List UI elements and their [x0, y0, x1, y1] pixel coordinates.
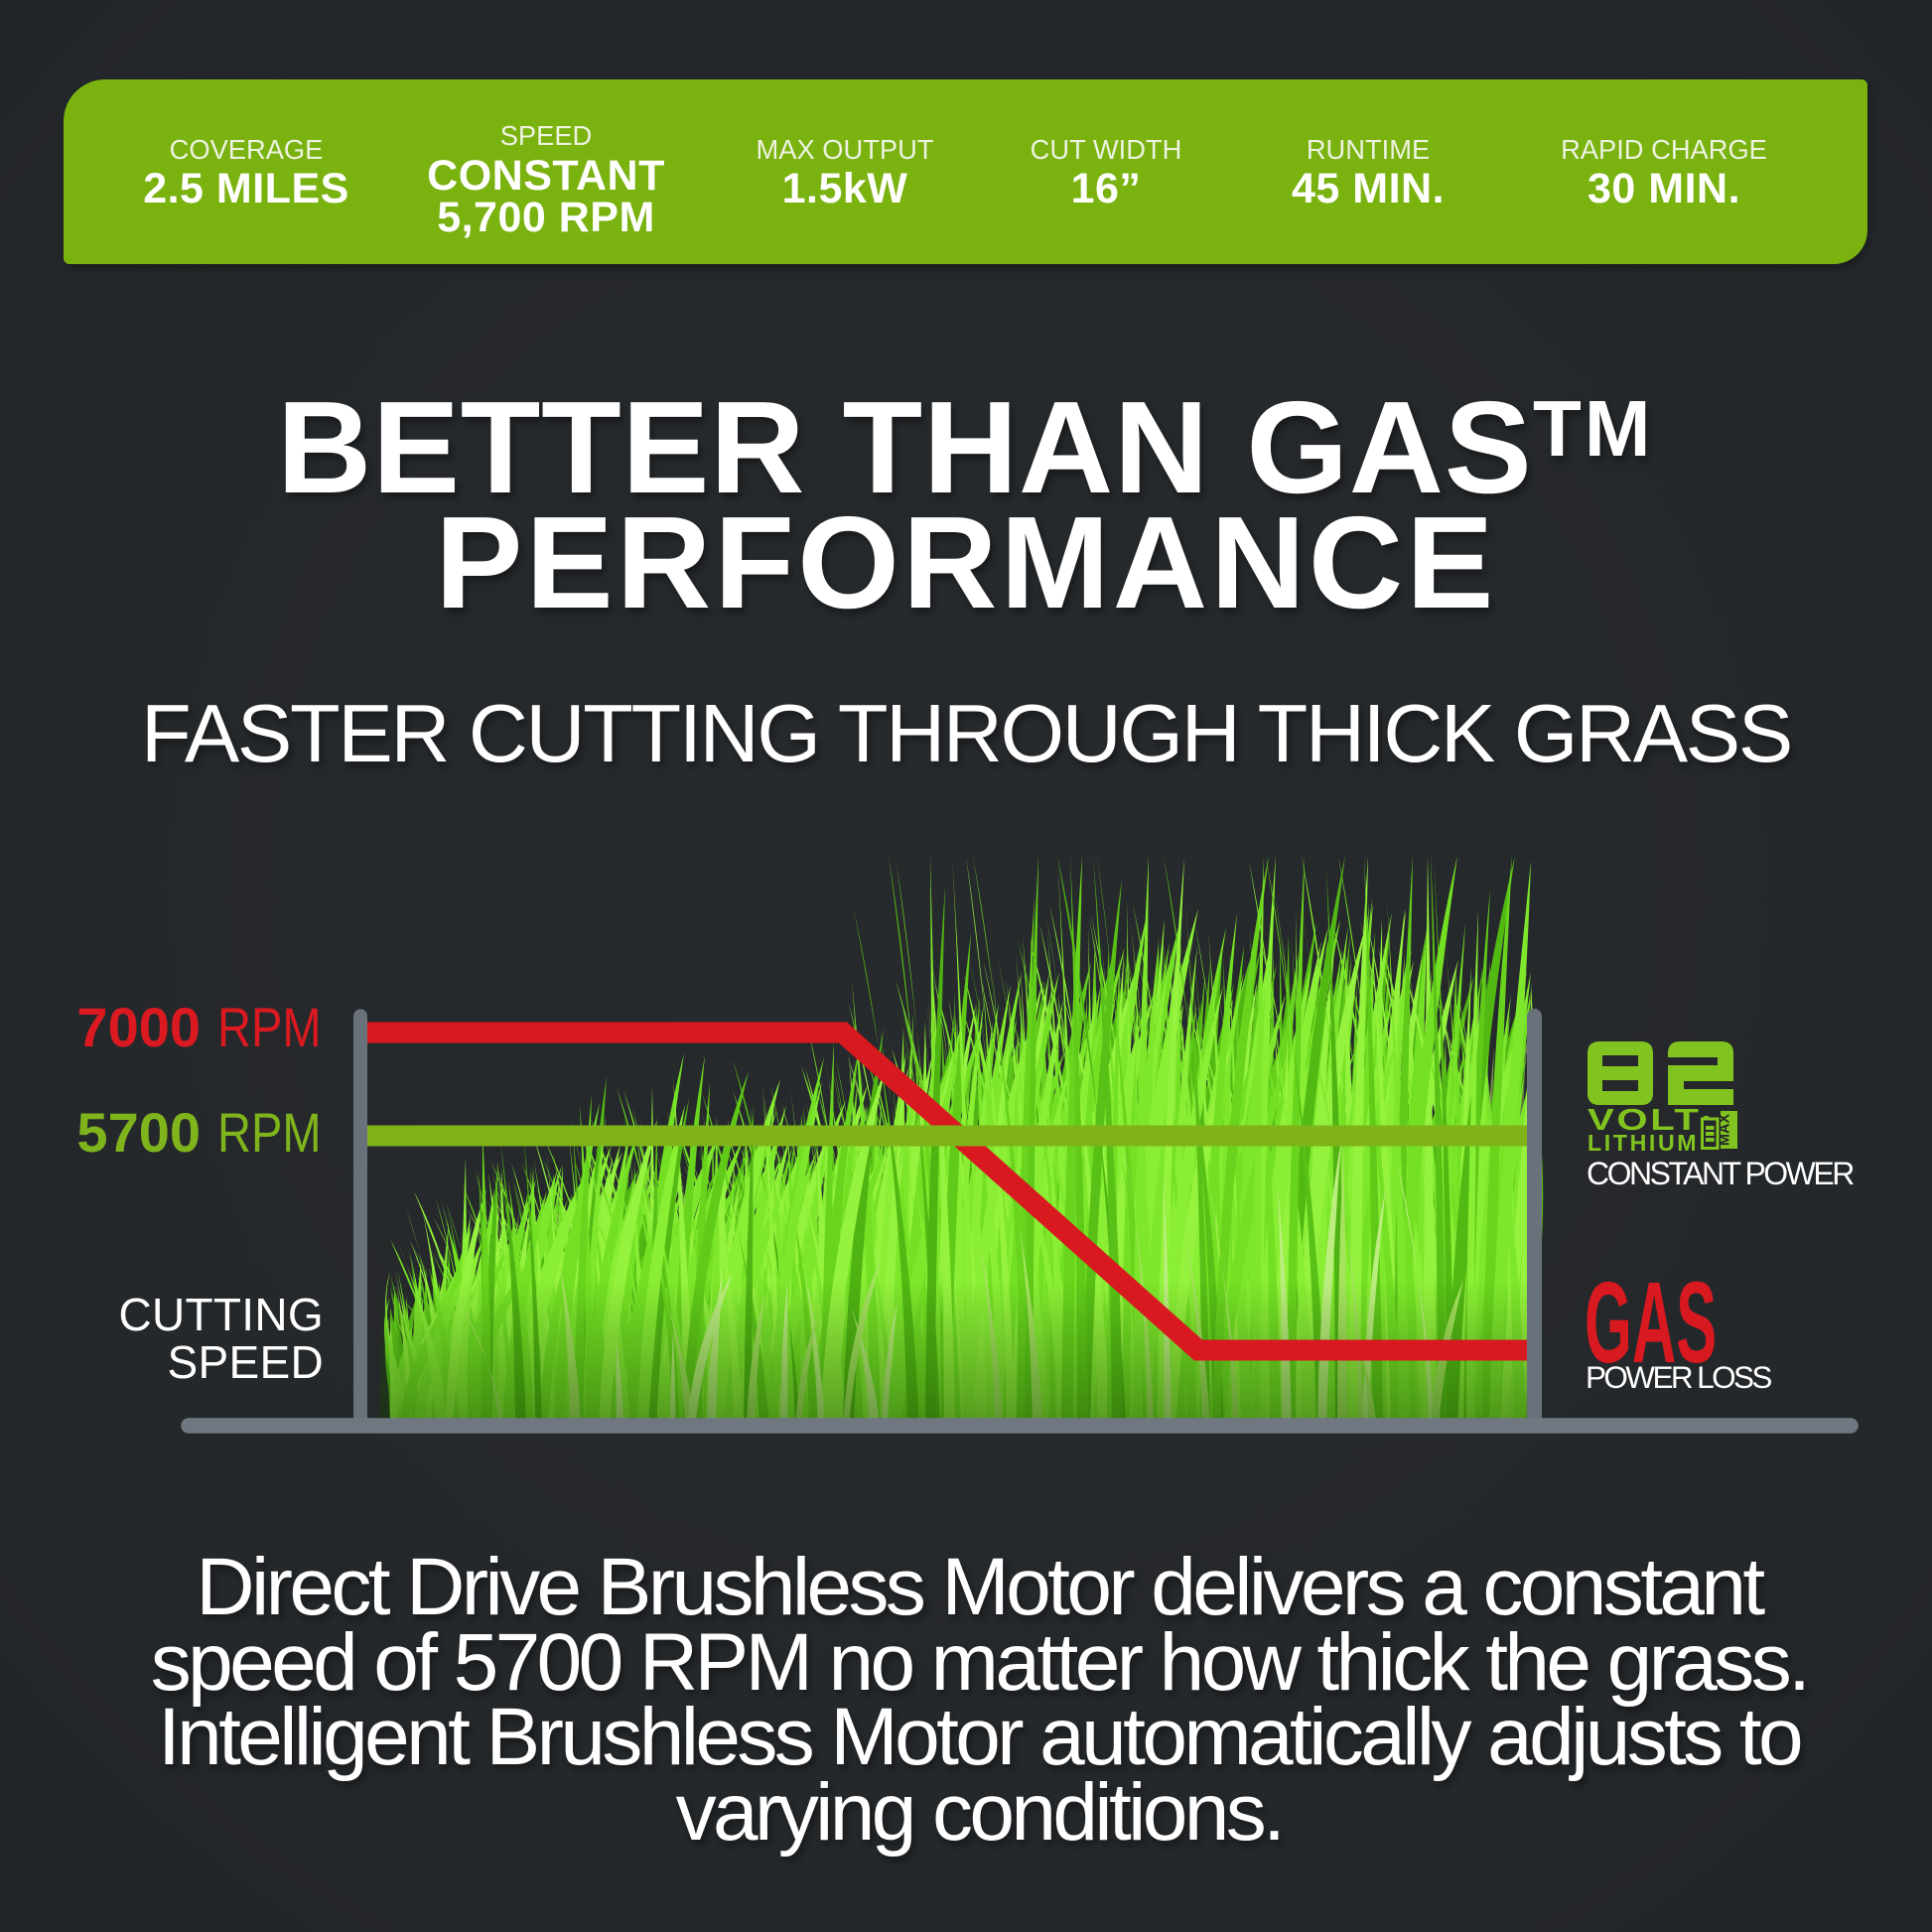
svg-text:MAX: MAX — [1718, 1114, 1733, 1147]
